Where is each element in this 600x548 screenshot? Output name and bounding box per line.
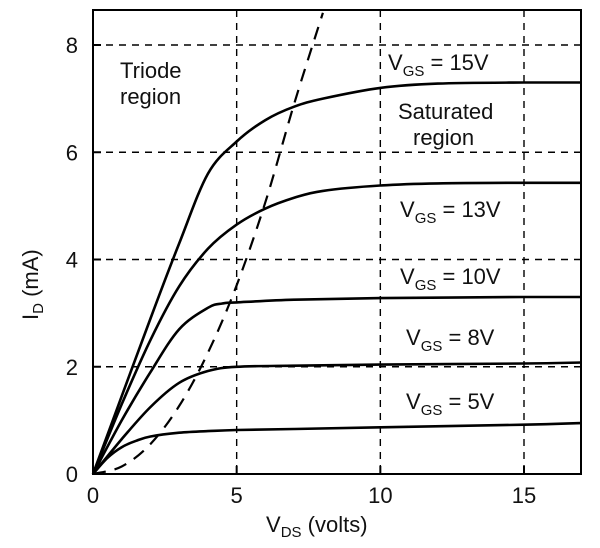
saturated-region-annotation: Saturated region [398,99,493,150]
vgs-8-curve [91,361,582,475]
saturated-label-line1: Saturated [398,99,493,124]
y-tick-label: 4 [66,248,78,273]
x-axis-title: VDS (volts) [266,512,368,541]
vgs-5-label: VGS = 5V [406,389,495,419]
triode-label-line2: region [120,84,181,109]
triode-region-annotation: Triode region [120,58,182,109]
vgs-15-curve [91,81,582,475]
vgs-8-label: VGS = 8V [406,325,495,355]
x-tick-label: 5 [231,483,243,508]
triode-label-line1: Triode [120,58,182,83]
y-tick-label: 2 [66,355,78,380]
saturated-label-line2: region [413,125,474,150]
x-tick-label: 15 [512,483,536,508]
x-axis-ticks: 0 5 10 15 [87,466,536,508]
vgs-13-label: VGS = 13V [400,197,501,227]
y-tick-label: 8 [66,33,78,58]
vgs-15-label: VGS = 15V [388,50,489,80]
saturation-boundary-line [92,12,324,476]
vgs-13-curve [91,181,582,475]
plot-frame [92,9,582,475]
y-tick-label: 6 [66,140,78,165]
y-axis-title: ID (mA) [18,249,47,320]
vgs-10-label: VGS = 10V [400,264,501,294]
y-axis-ticks: 0 2 4 6 8 [66,33,101,487]
vgs-10-curve [91,295,582,475]
curves [91,81,582,475]
x-tick-label: 10 [368,483,392,508]
grid [93,10,581,474]
vgs-5-curve [92,421,582,475]
y-tick-label: 0 [66,462,78,487]
x-tick-label: 0 [87,483,99,508]
